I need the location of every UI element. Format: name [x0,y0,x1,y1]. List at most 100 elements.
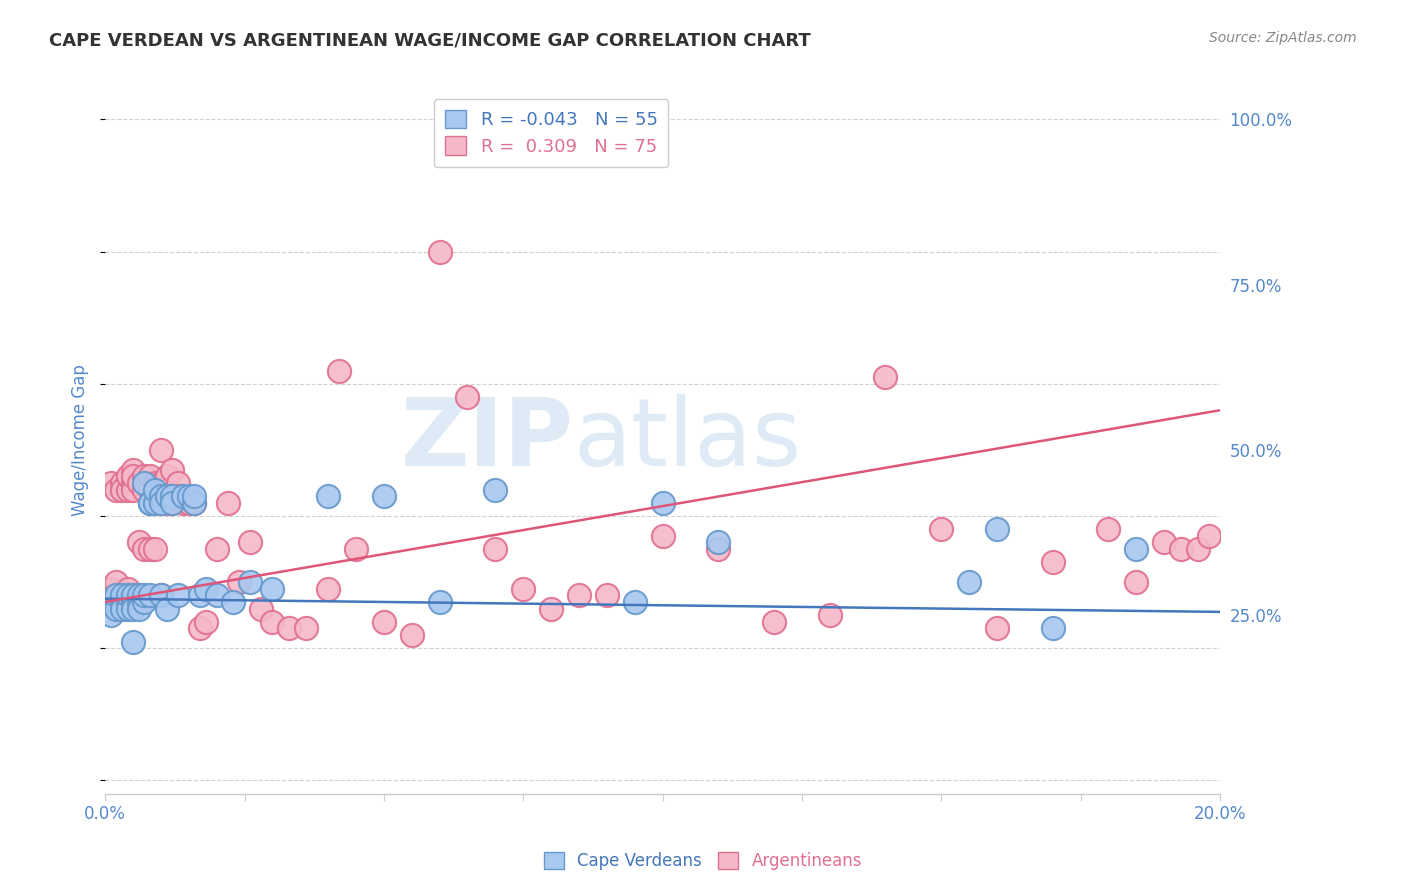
Point [328,363,350,377]
Point [651,496,673,510]
Text: atlas: atlas [574,394,801,486]
Point [1042,622,1064,636]
Point [117,588,139,602]
Point [1187,542,1209,557]
Point [149,588,172,602]
Point [183,496,205,510]
Point [122,483,145,497]
Point [651,529,673,543]
Point [117,582,139,596]
Point [160,463,183,477]
Point [239,535,262,549]
Point [105,595,128,609]
Point [117,601,139,615]
Point [122,463,145,477]
Point [194,582,217,596]
Text: CAPE VERDEAN VS ARGENTINEAN WAGE/INCOME GAP CORRELATION CHART: CAPE VERDEAN VS ARGENTINEAN WAGE/INCOME … [49,31,811,49]
Point [262,615,284,629]
Point [149,442,172,457]
Point [128,595,150,609]
Point [373,489,395,503]
Point [139,483,162,497]
Legend: R = -0.043   N = 55, R =  0.309   N = 75: R = -0.043 N = 55, R = 0.309 N = 75 [433,99,668,167]
Point [155,496,177,510]
Point [596,588,619,602]
Point [139,496,162,510]
Point [512,582,534,596]
Point [456,390,478,404]
Point [205,588,228,602]
Point [139,469,162,483]
Point [128,588,150,602]
Point [100,608,122,623]
Point [122,588,145,602]
Point [250,601,273,615]
Point [262,582,284,596]
Point [155,601,177,615]
Point [295,622,318,636]
Point [540,601,562,615]
Point [160,496,183,510]
Point [1153,535,1175,549]
Point [145,542,167,557]
Point [100,475,122,490]
Point [1097,522,1119,536]
Point [373,615,395,629]
Point [929,522,952,536]
Point [217,496,239,510]
Point [1198,529,1220,543]
Point [149,475,172,490]
Point [105,588,128,602]
Point [139,542,162,557]
Point [139,588,162,602]
Legend: Cape Verdeans, Argentineans: Cape Verdeans, Argentineans [537,845,869,877]
Point [111,588,134,602]
Y-axis label: Wage/Income Gap: Wage/Income Gap [72,364,89,516]
Point [155,469,177,483]
Point [111,475,134,490]
Point [145,475,167,490]
Point [188,588,211,602]
Point [707,542,730,557]
Point [986,622,1008,636]
Point [122,595,145,609]
Point [134,588,156,602]
Point [145,483,167,497]
Point [134,469,156,483]
Point [429,244,451,259]
Point [194,615,217,629]
Point [149,489,172,503]
Point [111,595,134,609]
Point [875,370,897,384]
Point [1125,542,1147,557]
Point [568,588,591,602]
Point [100,595,122,609]
Text: Source: ZipAtlas.com: Source: ZipAtlas.com [1209,31,1357,45]
Point [122,601,145,615]
Point [117,595,139,609]
Point [183,489,205,503]
Point [623,595,645,609]
Point [183,496,205,510]
Point [177,496,200,510]
Point [105,601,128,615]
Point [177,489,200,503]
Point [429,595,451,609]
Point [145,496,167,510]
Point [166,588,188,602]
Point [172,496,194,510]
Point [128,475,150,490]
Point [128,588,150,602]
Point [111,483,134,497]
Point [316,582,339,596]
Point [172,489,194,503]
Point [155,489,177,503]
Point [134,475,156,490]
Point [117,469,139,483]
Point [166,489,188,503]
Point [986,522,1008,536]
Point [762,615,785,629]
Point [1042,555,1064,569]
Point [134,483,156,497]
Point [484,542,506,557]
